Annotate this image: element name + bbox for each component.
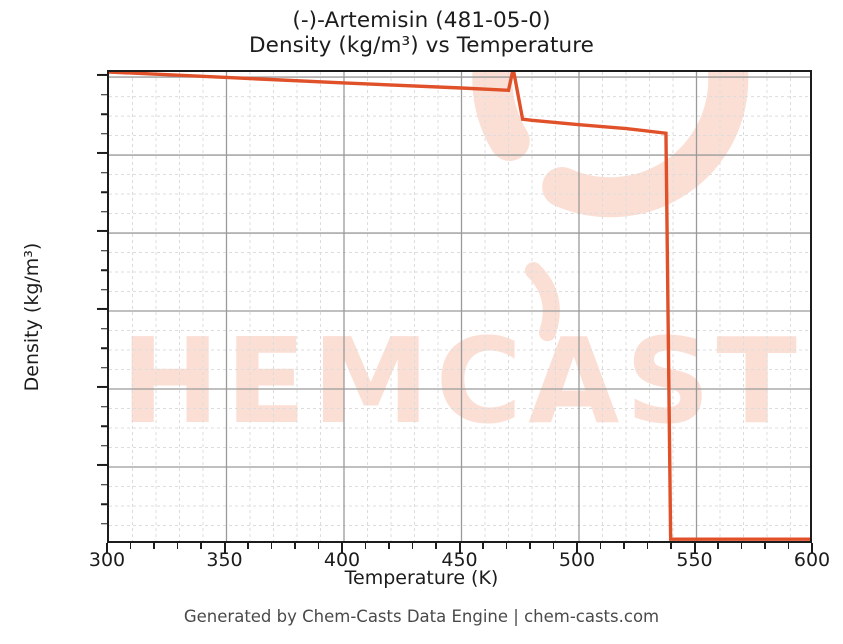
x-tick-mark <box>458 543 461 553</box>
y-tick-mark-minor <box>101 113 107 115</box>
y-tick-mark <box>97 463 107 467</box>
x-tick-mark <box>341 543 344 553</box>
y-tick-mark-minor <box>101 210 107 213</box>
x-tick-mark-minor <box>176 543 178 549</box>
x-tick-mark-minor <box>717 543 719 549</box>
x-tick-mark-minor <box>505 543 507 549</box>
title-line-1: (-)-Artemisin (481-05-0) <box>292 8 551 33</box>
plot-canvas <box>109 72 810 541</box>
y-tick-mark-minor <box>101 405 107 408</box>
x-tick-mark <box>693 543 696 553</box>
x-tick-mark <box>576 543 579 553</box>
y-axis-label: Density (kg/m³) <box>21 242 43 392</box>
y-tick-mark-minor <box>101 327 107 330</box>
x-tick-mark-minor <box>435 543 437 549</box>
x-tick-mark-minor <box>153 543 155 549</box>
y-tick-mark-minor <box>101 132 107 135</box>
x-tick-mark-minor <box>670 543 672 549</box>
x-tick-mark-minor <box>270 543 272 549</box>
grid-major-lines <box>109 72 810 541</box>
y-tick-mark-minor <box>101 171 107 174</box>
y-tick-mark-minor <box>101 366 107 369</box>
x-tick-mark-minor <box>388 543 390 549</box>
x-tick-label: 400 <box>323 549 361 571</box>
y-tick-mark-minor <box>101 249 107 252</box>
y-tick-mark-minor <box>101 347 107 349</box>
y-tick-mark <box>97 385 107 389</box>
x-tick-label: 300 <box>88 549 126 571</box>
x-tick-mark-minor <box>740 543 742 549</box>
grid-minor-lines <box>109 72 810 541</box>
x-axis-label: Temperature (K) <box>344 567 499 589</box>
x-tick-mark-minor <box>411 543 413 549</box>
y-tick-mark-minor <box>101 503 107 505</box>
x-tick-mark-minor <box>646 543 648 549</box>
x-tick-mark-minor <box>787 543 789 549</box>
y-tick-mark-minor <box>101 425 107 427</box>
x-tick-mark-minor <box>247 543 249 549</box>
chart-title: (-)-Artemisin (481-05-0) Density (kg/m³)… <box>0 8 843 59</box>
x-tick-mark <box>811 543 814 553</box>
x-tick-mark <box>106 543 109 553</box>
x-tick-label: 500 <box>558 549 596 571</box>
x-tick-label: 350 <box>206 549 243 571</box>
y-tick-mark <box>97 229 107 233</box>
y-tick-mark <box>97 152 107 155</box>
y-tick-mark-minor <box>101 288 107 291</box>
y-tick-mark-minor <box>101 483 107 486</box>
y-tick-mark-minor <box>101 191 107 193</box>
y-tick-mark-minor <box>101 269 107 271</box>
plot-area: CHEMCASTS <box>107 70 812 543</box>
x-tick-mark-minor <box>200 543 202 549</box>
x-tick-mark-minor <box>129 543 131 549</box>
x-tick-label: 600 <box>793 549 831 571</box>
x-tick-mark-minor <box>599 543 601 549</box>
title-line-2: Density (kg/m³) vs Temperature <box>248 33 595 59</box>
x-tick-label: 550 <box>676 549 713 571</box>
x-tick-mark-minor <box>764 543 766 549</box>
x-tick-mark-minor <box>623 543 625 549</box>
x-tick-label: 450 <box>441 549 478 571</box>
y-tick-mark-minor <box>101 522 107 525</box>
y-tick-mark-minor <box>101 444 107 447</box>
x-tick-mark-minor <box>529 543 531 549</box>
data-series-lines <box>109 72 810 541</box>
x-tick-mark <box>223 543 226 553</box>
x-tick-mark-minor <box>294 543 296 549</box>
x-tick-mark-minor <box>317 543 319 549</box>
y-tick-mark <box>97 307 107 311</box>
x-tick-mark-minor <box>482 543 484 549</box>
x-tick-mark-minor <box>552 543 554 549</box>
footer-credit: Generated by Chem-Casts Data Engine | ch… <box>183 607 660 626</box>
y-tick-mark-minor <box>101 93 107 96</box>
y-tick-mark <box>97 74 107 77</box>
x-tick-mark-minor <box>364 543 366 549</box>
